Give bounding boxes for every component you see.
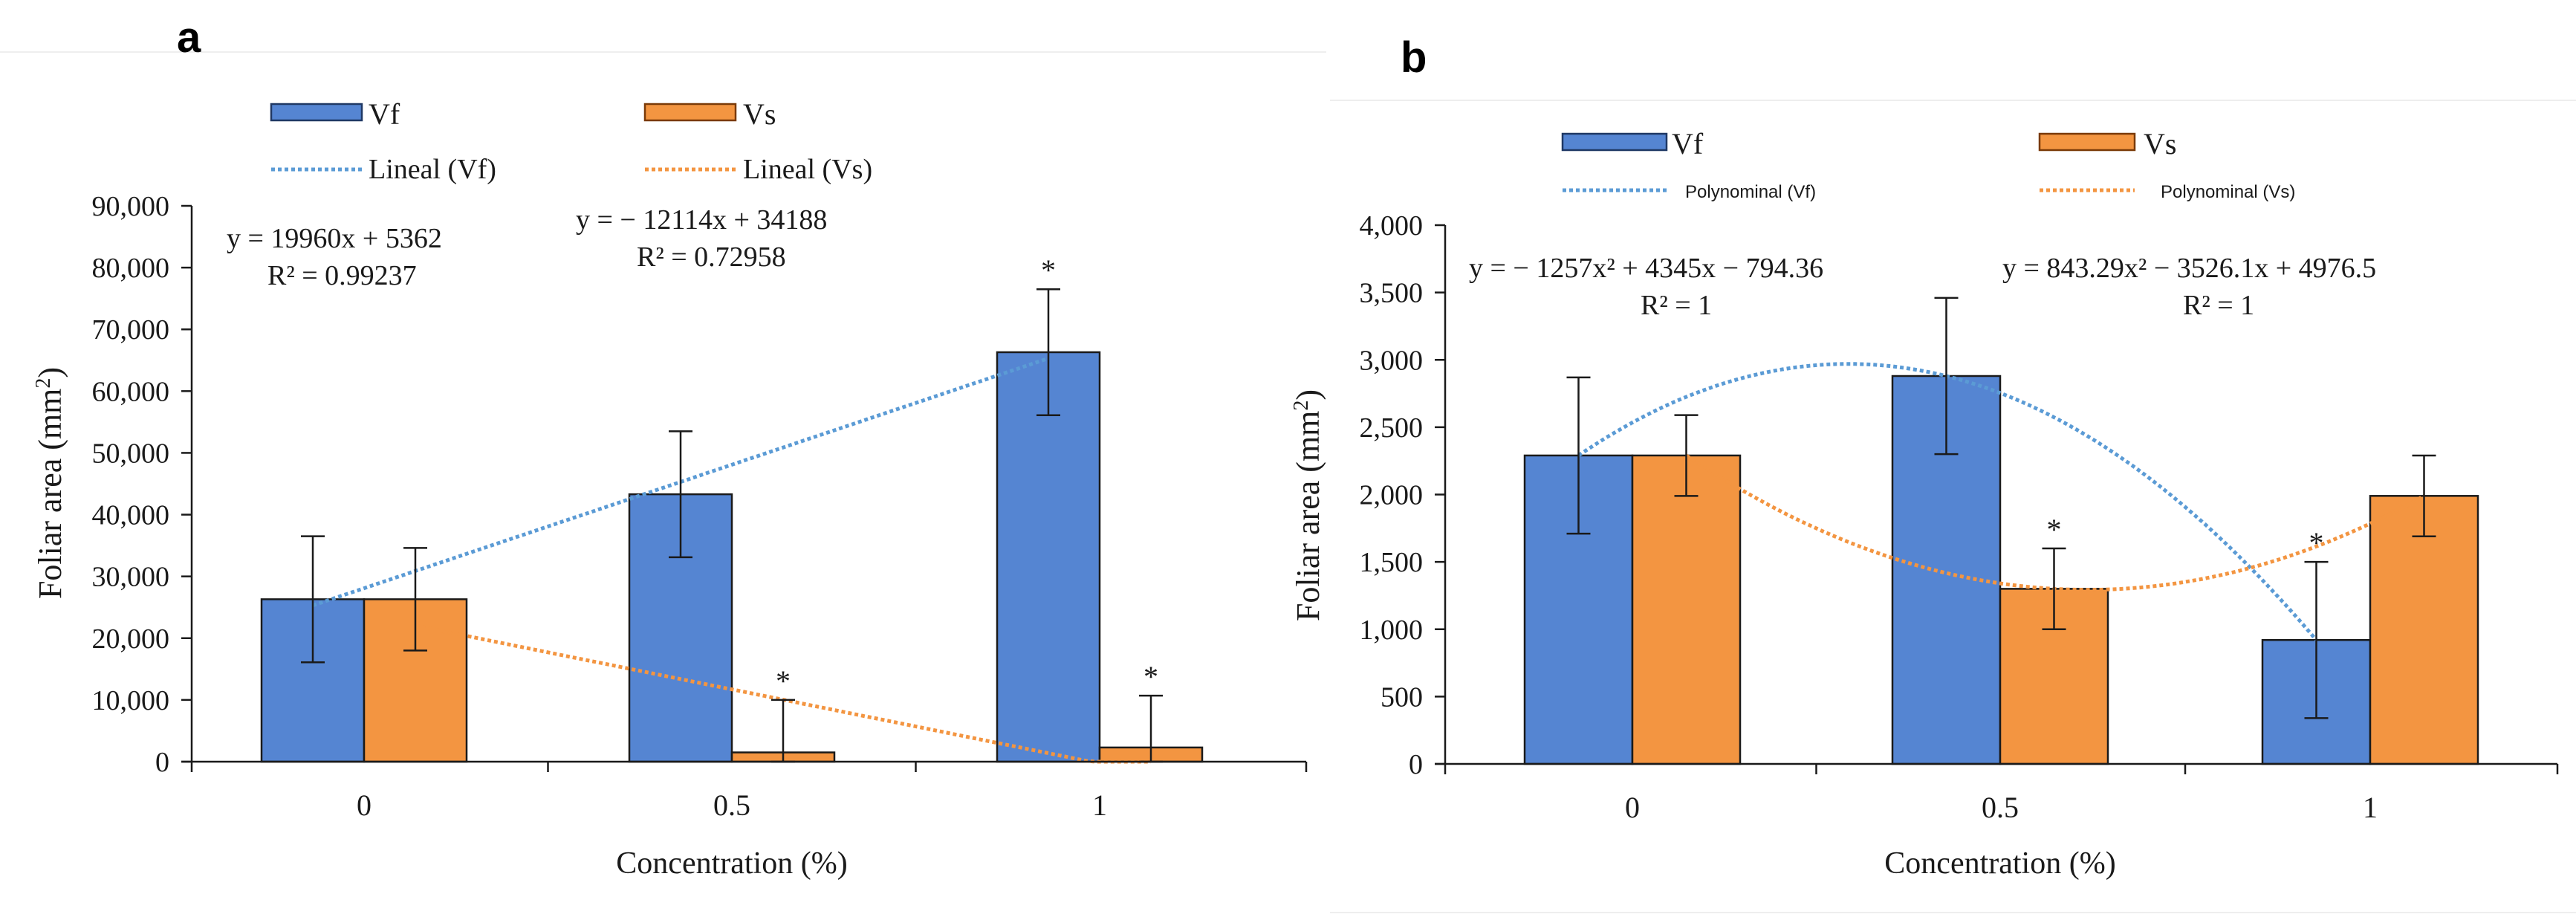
significance-vf-1: * — [2309, 526, 2324, 560]
y-axis-title-b: Foliar area (mm2) — [1290, 389, 1327, 621]
legend-a: Vf Vs Lineal (Vf) Lineal (Vs) — [270, 97, 872, 185]
panel-label-a: a — [177, 13, 201, 62]
x-tick-label-a-1: 0.5 — [713, 788, 750, 822]
trendline-polynominal-vs — [1685, 453, 2425, 592]
y-axis-title-b-main: Foliar area (mm — [1290, 411, 1326, 621]
y-tick-label-b-3: 1,500 — [1360, 547, 1424, 578]
x-tick-label-b-2: 1 — [2363, 791, 2378, 824]
y-axis-title-a-main: Foliar area (mm — [32, 389, 68, 599]
x-tick-label-b-1: 0.5 — [1982, 791, 2019, 824]
panel-a: a Vf Vs Lineal (Vf) Lineal (Vs) y = 1996… — [0, 13, 1326, 881]
legend-label-poly-vs: Polynominal (Vs) — [2161, 182, 2295, 202]
y-tick-label-a-4: 40,000 — [92, 500, 170, 531]
y-tick-label-b-0: 0 — [1409, 749, 1423, 780]
panel-label-b: b — [1401, 33, 1427, 82]
significance-vs-0.5: * — [2047, 513, 2062, 546]
x-tick-labels-a: 0 0.5 1 — [357, 788, 1107, 822]
trendline-polynominal-vf — [1577, 362, 2318, 641]
axes-b — [1435, 224, 2559, 774]
equation-vf-b: y = − 1257x² + 4345x − 794.36 — [1469, 253, 1823, 284]
y-tick-label-b-2: 1,000 — [1360, 615, 1424, 646]
y-tick-label-a-9: 90,000 — [92, 191, 170, 222]
legend-label-vf: Vf — [369, 97, 400, 131]
x-axis-title-a: Concentration (%) — [616, 846, 847, 881]
y-axis-title-b-close: ) — [1290, 389, 1326, 401]
significance-vf-1: * — [1041, 253, 1056, 287]
y-tick-label-a-6: 60,000 — [92, 376, 170, 407]
equations-a: y = 19960x + 5362 R² = 0.99237 y = − 121… — [227, 204, 827, 291]
x-tick-labels-b: 0 0.5 1 — [1625, 791, 2378, 824]
equation-vs-a: y = − 12114x + 34188 — [576, 204, 827, 236]
legend-swatch-vs — [643, 103, 737, 122]
legend-b: Vf Vs Polynominal (Vf) Polynominal (Vs) — [1561, 127, 2295, 202]
y-axis-title-a: Foliar area (mm2) — [32, 367, 69, 599]
y-tick-label-a-5: 50,000 — [92, 438, 170, 469]
y-tick-labels-b: 0 500 1,000 1,500 2,000 2,500 3,000 3,500 4,000 — [1360, 210, 1424, 780]
r2-vs-a: R² = 0.72958 — [637, 242, 786, 273]
bar-vs-0 — [1631, 454, 1742, 765]
panel-b: b Vf Vs Polynominal (Vf) Polynominal (Vs… — [1290, 33, 2576, 913]
legend-label-vs: Vs — [743, 97, 776, 131]
y-tick-label-b-8: 4,000 — [1360, 210, 1424, 242]
equation-vs-b: y = 843.29x² − 3526.1x + 4976.5 — [2002, 253, 2376, 284]
significance-markers-b: ** — [2047, 513, 2324, 560]
legend-swatch-vf — [270, 103, 363, 122]
legend-swatch-vs-b — [2038, 132, 2136, 152]
y-tick-label-a-1: 10,000 — [92, 685, 170, 716]
y-tick-label-b-4: 2,000 — [1360, 480, 1424, 511]
bar-vf-1 — [996, 351, 1101, 763]
r2-vs-b: R² = 1 — [2183, 290, 2254, 321]
r2-vf-b: R² = 1 — [1641, 290, 1712, 321]
y-tick-label-a-0: 0 — [155, 747, 169, 778]
y-tick-label-a-3: 30,000 — [92, 562, 170, 593]
y-axis-title-b-sup: 2 — [1290, 401, 1313, 411]
x-axis-title-b: Concentration (%) — [1884, 846, 2115, 881]
significance-vs-0.5: * — [776, 664, 791, 698]
y-tick-label-b-5: 2,500 — [1360, 412, 1424, 444]
x-tick-label-b-0: 0 — [1625, 791, 1640, 824]
y-tick-label-b-1: 500 — [1381, 681, 1423, 713]
y-tick-labels-a: 0 10,000 20,000 30,000 40,000 50,000 60,000 70,… — [92, 191, 170, 778]
y-tick-label-b-6: 3,000 — [1360, 345, 1424, 376]
y-tick-label-a-8: 80,000 — [92, 253, 170, 284]
axes-a — [181, 204, 1308, 772]
y-axis-title-a-sup: 2 — [32, 378, 55, 389]
x-tick-label-a-0: 0 — [357, 788, 372, 822]
legend-label-lineal-vs: Lineal (Vs) — [743, 154, 872, 185]
significance-markers-a: * * * — [776, 253, 1158, 698]
y-tick-label-b-7: 3,500 — [1360, 278, 1424, 309]
y-tick-label-a-7: 70,000 — [92, 314, 170, 346]
legend-label-vf-b: Vf — [1672, 127, 1704, 161]
y-tick-label-a-2: 20,000 — [92, 623, 170, 655]
x-tick-label-a-2: 1 — [1092, 788, 1107, 822]
r2-vf-a: R² = 0.99237 — [267, 260, 417, 291]
legend-label-vs-b: Vs — [2144, 127, 2176, 161]
significance-vs-1: * — [1143, 660, 1158, 693]
y-axis-title-a-close: ) — [32, 367, 68, 378]
legend-swatch-vf-b — [1561, 132, 1668, 152]
equations-b: y = − 1257x² + 4345x − 794.36 R² = 1 y =… — [1469, 253, 2376, 321]
trendlines-b — [1577, 362, 2425, 641]
legend-label-lineal-vf: Lineal (Vf) — [369, 154, 496, 185]
legend-label-poly-vf: Polynominal (Vf) — [1685, 182, 1816, 202]
equation-vf-a: y = 19960x + 5362 — [227, 223, 442, 254]
error-bars-b — [1566, 297, 2436, 719]
